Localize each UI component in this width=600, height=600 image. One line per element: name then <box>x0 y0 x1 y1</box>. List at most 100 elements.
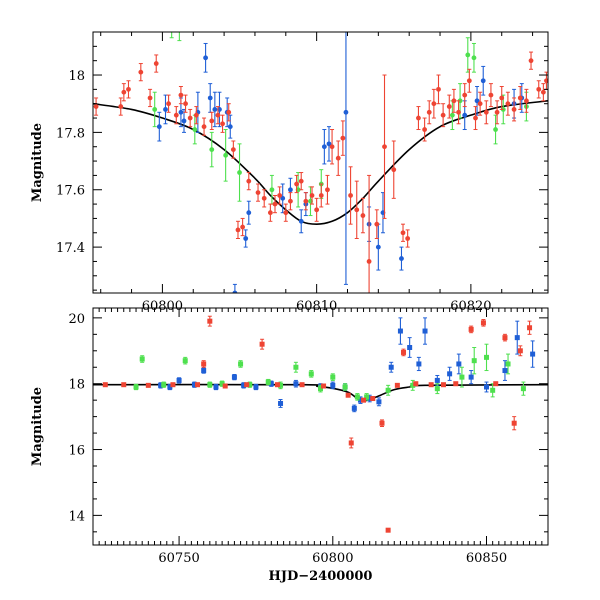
marker <box>309 193 315 198</box>
marker <box>511 107 517 112</box>
marker <box>340 135 346 141</box>
data-point-green-bottom <box>238 360 244 368</box>
marker <box>121 382 127 388</box>
data-point-red-top <box>517 85 523 110</box>
marker <box>456 109 461 115</box>
data-point-blue-top <box>207 83 213 113</box>
data-point-red-bottom <box>348 437 354 449</box>
marker <box>446 104 452 109</box>
marker <box>502 335 508 341</box>
y-tick-label: 14 <box>68 509 85 524</box>
data-point-red-top <box>226 103 232 122</box>
data-point-red-top <box>374 209 380 240</box>
data-point-red-top <box>416 106 421 131</box>
marker <box>488 92 494 98</box>
marker <box>484 384 490 390</box>
marker <box>447 371 453 377</box>
data-point-blue-top <box>246 200 252 225</box>
marker <box>219 381 225 387</box>
marker <box>345 392 351 398</box>
data-point-blue-top <box>212 91 218 128</box>
marker <box>153 61 159 66</box>
marker <box>187 115 193 121</box>
data-point-red-bottom <box>102 382 108 388</box>
plot-frame-top <box>92 31 549 294</box>
data-point-green-top <box>223 129 229 182</box>
data-point-red-bottom <box>379 419 385 427</box>
marker <box>466 78 472 84</box>
marker <box>241 382 247 388</box>
data-point-red-bottom <box>480 319 486 327</box>
marker <box>261 195 267 201</box>
marker <box>173 112 179 118</box>
data-point-red-bottom <box>121 382 127 388</box>
marker <box>138 69 144 75</box>
marker <box>226 109 232 115</box>
data-point-red-top <box>340 120 346 156</box>
x-tick-label: 60750 <box>158 551 199 566</box>
marker <box>308 371 314 377</box>
data-point-blue-top <box>375 223 381 271</box>
marker <box>298 218 304 224</box>
data-point-blue-top <box>232 283 238 293</box>
marker <box>431 101 437 107</box>
marker <box>213 384 219 390</box>
marker <box>147 95 153 101</box>
data-point-red-top <box>318 183 324 208</box>
marker <box>243 236 249 241</box>
data-point-green-top <box>152 91 158 128</box>
data-point-red-top <box>348 166 353 225</box>
marker <box>440 382 446 388</box>
y-tick-label: 20 <box>68 312 85 327</box>
marker <box>490 387 496 393</box>
y-axis-label: Magnitude <box>30 387 45 466</box>
data-point-red-bottom <box>274 382 280 388</box>
data-point-red-bottom <box>401 348 407 357</box>
data-point-red-top <box>283 203 289 222</box>
data-point-blue-bottom <box>502 360 508 381</box>
data-point-red-bottom <box>345 392 351 398</box>
data-point-red-bottom <box>195 382 201 388</box>
marker <box>520 386 526 392</box>
data-point-red-bottom <box>394 382 400 388</box>
marker <box>244 382 250 388</box>
marker <box>220 121 225 127</box>
data-point-red-bottom <box>201 360 207 368</box>
marker <box>255 190 261 196</box>
data-point-green-top <box>169 32 174 39</box>
data-point-red-top <box>255 183 261 202</box>
marker <box>318 386 323 392</box>
data-point-red-bottom <box>517 345 523 357</box>
plot-area-top <box>93 32 548 293</box>
data-point-red-top <box>183 94 188 113</box>
data-point-red-top <box>505 91 511 116</box>
marker <box>517 348 523 354</box>
data-point-red-top <box>126 80 131 99</box>
data-point-red-top <box>391 140 397 199</box>
marker <box>416 361 422 367</box>
data-point-red-top <box>325 174 330 205</box>
marker <box>471 358 477 364</box>
data-point-red-top <box>309 186 315 205</box>
marker <box>370 396 376 402</box>
marker <box>426 109 432 115</box>
data-point-red-top <box>153 54 159 73</box>
marker <box>480 320 486 326</box>
data-point-blue-bottom <box>351 404 357 413</box>
data-point-red-bottom <box>170 382 176 388</box>
data-point-red-top <box>303 192 309 211</box>
marker <box>528 58 534 64</box>
marker <box>278 382 284 388</box>
marker <box>215 112 221 118</box>
marker <box>178 109 184 115</box>
marker <box>385 387 391 393</box>
data-point-blue-bottom <box>231 373 237 381</box>
data-point-green-bottom <box>161 381 167 388</box>
marker <box>330 382 336 388</box>
marker <box>191 382 197 388</box>
data-point-blue-bottom <box>388 361 394 373</box>
marker <box>440 112 446 118</box>
marker <box>379 420 385 426</box>
marker <box>158 382 164 388</box>
data-point-blue-bottom <box>468 370 474 385</box>
